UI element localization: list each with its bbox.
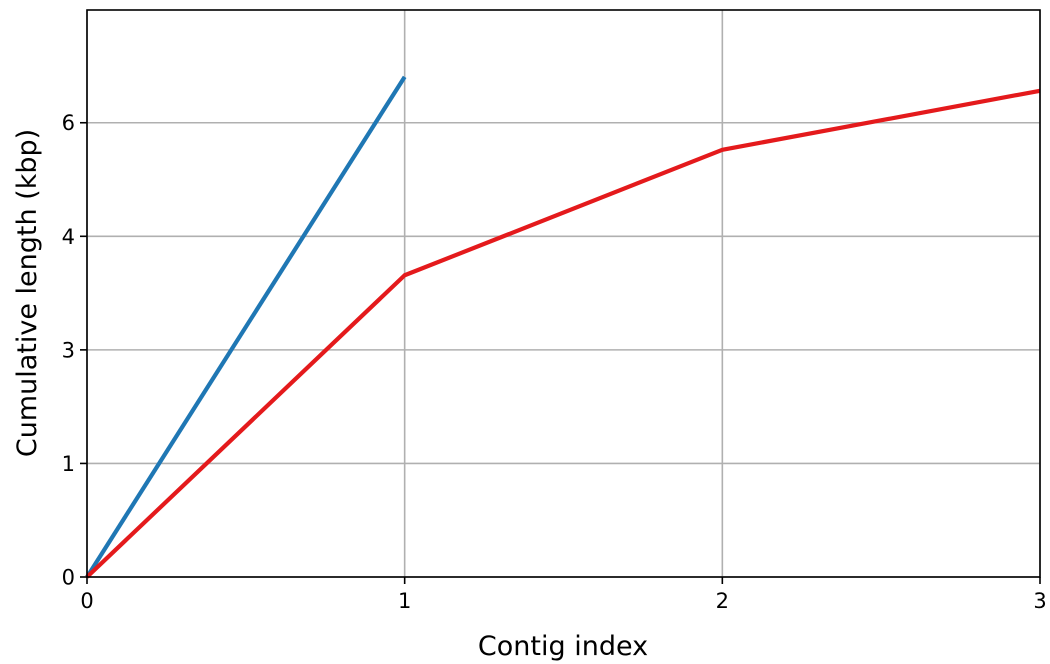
x-tick-label: 0 (80, 589, 93, 613)
y-tick-label: 1 (62, 452, 75, 476)
x-tick-label: 1 (398, 589, 411, 613)
x-tick-label: 2 (716, 589, 729, 613)
series-lines (85, 75, 1041, 579)
plot-frame (86, 9, 1041, 578)
y-tick-label: 6 (62, 111, 75, 135)
y-tick-label: 0 (62, 566, 75, 590)
y-axis-label: Cumulative length (kbp) (12, 129, 43, 457)
series-line-2 (85, 88, 1041, 579)
series-line-1 (85, 75, 407, 579)
grid-lines (86, 10, 1041, 578)
x-tick-label: 3 (1033, 589, 1046, 613)
y-tick-label: 3 (62, 338, 75, 362)
x-axis-label: Contig index (478, 631, 648, 662)
x-axis-ticks: 0 1 2 3 (80, 577, 1047, 613)
y-tick-label: 4 (62, 225, 75, 249)
y-axis-ticks: 0 1 3 4 6 (62, 111, 87, 590)
